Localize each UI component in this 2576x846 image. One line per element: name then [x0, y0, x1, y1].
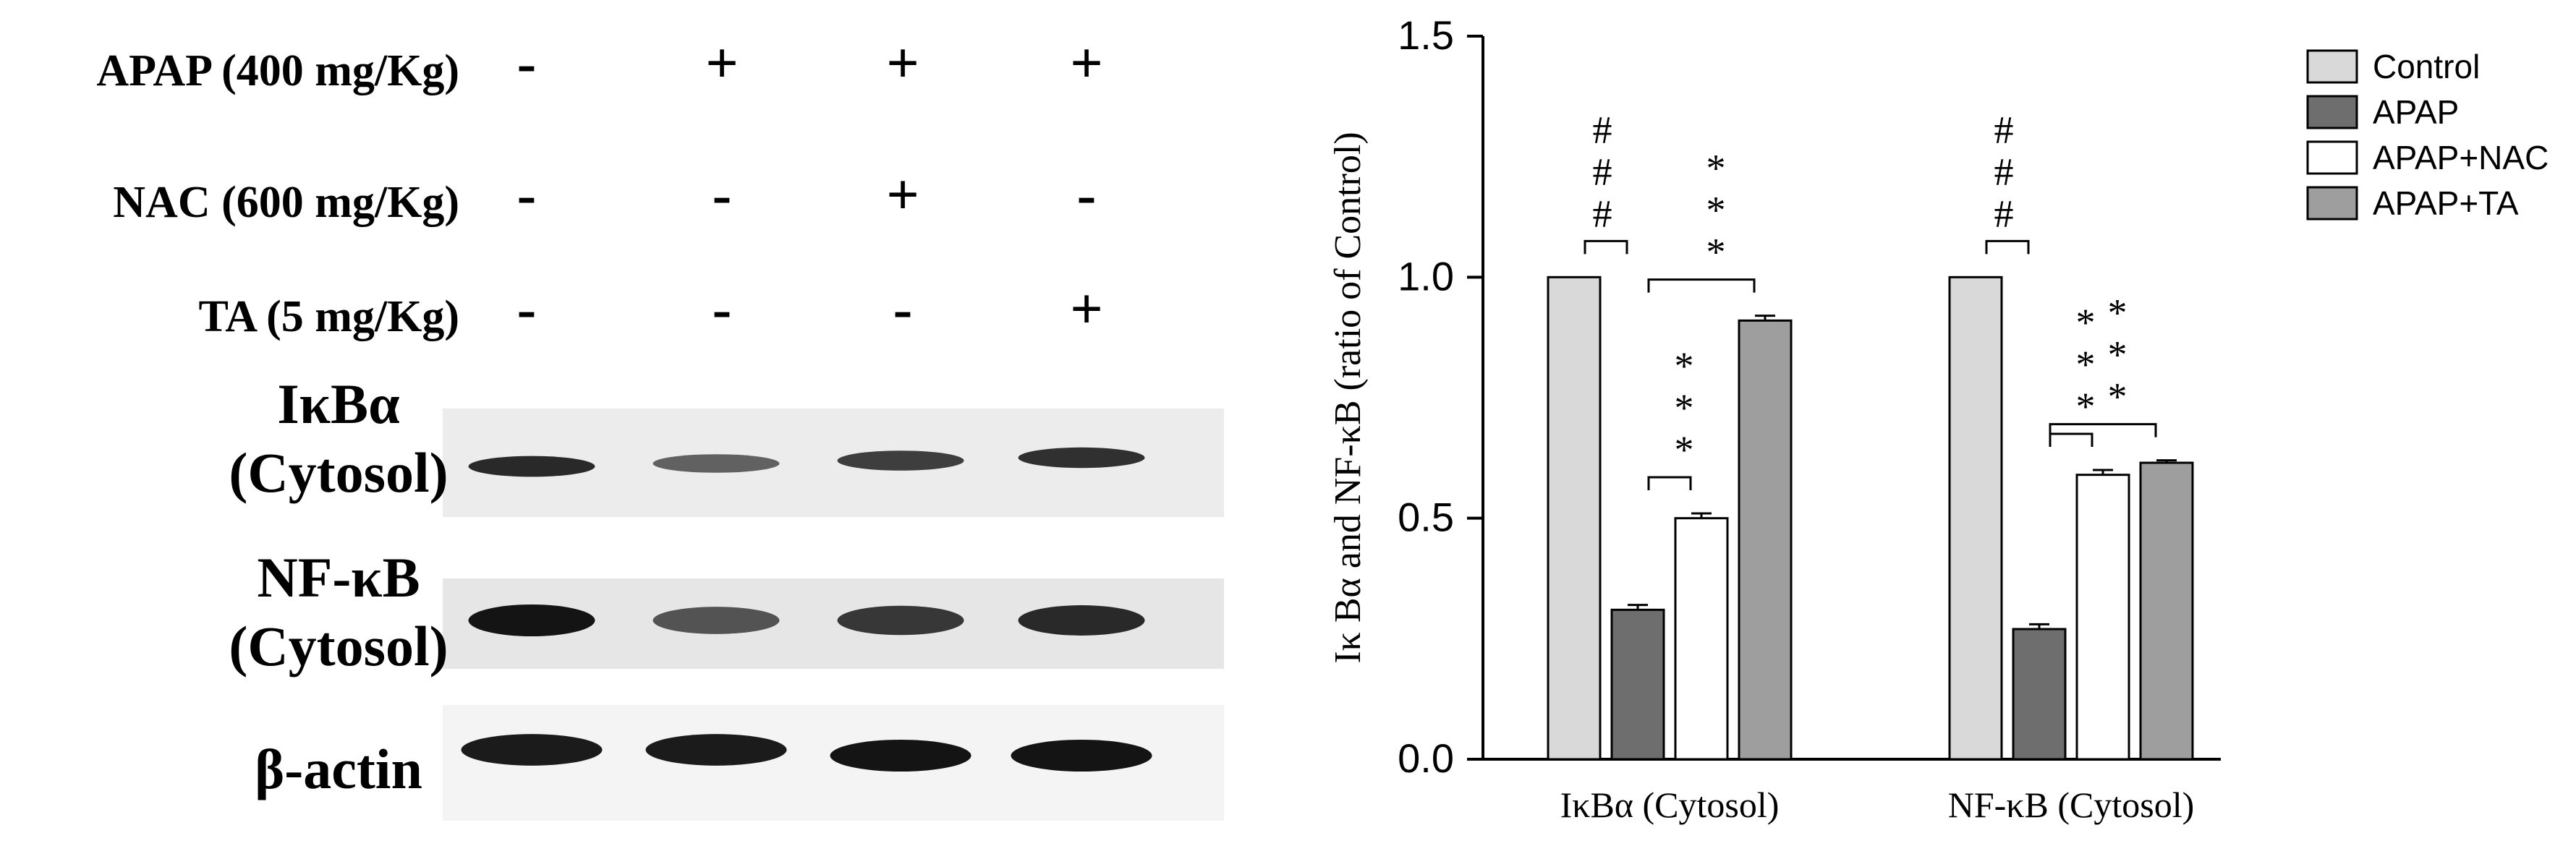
blot-label: NF-κB: [257, 546, 420, 609]
treatment-sign: +: [886, 163, 919, 227]
legend-swatch: [2306, 49, 2358, 84]
significance-mark: #: [1994, 108, 2014, 151]
legend-swatch: [2306, 95, 2358, 129]
treatment-sign: +: [886, 32, 919, 95]
significance-mark: #: [1994, 192, 2014, 235]
significance-mark: #: [1593, 108, 1612, 151]
y-tick-label: 1.0: [1398, 253, 1454, 299]
blot-band: [1018, 605, 1145, 636]
treatment-sign: -: [893, 278, 913, 341]
treatment-sign: -: [517, 163, 537, 227]
blot-band: [468, 456, 595, 477]
legend-label: APAP+TA: [2373, 184, 2519, 222]
blot-band: [837, 605, 964, 636]
significance-mark: *: [1675, 386, 1694, 430]
category-label: NF-κB (Cytosol): [1948, 785, 2195, 825]
y-tick-label: 1.5: [1398, 12, 1454, 58]
legend-swatch: [2306, 186, 2358, 221]
significance-mark: *: [2108, 291, 2127, 335]
significance-mark: #: [1593, 192, 1612, 235]
significance-bracket: [1985, 239, 2030, 255]
significance-bracket: [1647, 278, 1756, 293]
blot-band: [1011, 740, 1152, 772]
blot-band: [461, 734, 603, 766]
y-tick-label: 0.0: [1398, 735, 1454, 781]
blot-label: β-actin: [255, 738, 422, 800]
significance-mark: *: [2076, 343, 2096, 386]
bar-apap: [2012, 628, 2067, 761]
significance-mark: *: [1706, 231, 1726, 274]
treatment-sign: -: [1077, 163, 1097, 227]
y-tick-label: 0.5: [1398, 495, 1454, 540]
blot-band: [837, 450, 964, 471]
blot-label: (Cytosol): [229, 441, 448, 504]
bar-apap: [1610, 608, 1665, 761]
y-axis-label: Iκ Bα and NF-κB (ratio of Control): [1327, 132, 1369, 663]
bar-apap-ta: [1738, 319, 1793, 761]
bar-apap-nac: [2075, 474, 2130, 761]
legend-label: Control: [2373, 48, 2480, 85]
bar-control: [1547, 275, 1602, 761]
treatment-sign: +: [1070, 278, 1103, 341]
significance-mark: *: [2108, 333, 2127, 377]
significance-mark: *: [2076, 301, 2096, 344]
bar-chart: 0.0 0.5 1.0 1.5 Iκ Bα and NF-κB (ratio of Co…: [1327, 12, 2549, 825]
treatment-sign: -: [517, 278, 537, 341]
treatment-label: TA (5 mg/Kg): [199, 292, 460, 341]
blot-band: [468, 604, 595, 636]
treatment-sign: -: [713, 163, 732, 227]
legend-label: APAP: [2373, 93, 2459, 131]
blot-band: [830, 740, 972, 772]
legend-label: APAP+NAC: [2373, 139, 2549, 176]
significance-bracket: [1647, 476, 1692, 490]
bar-control: [1948, 275, 2003, 761]
significance-mark: *: [1675, 344, 1694, 388]
treatment-sign: +: [1070, 32, 1103, 95]
significance-bracket: [1584, 239, 1628, 255]
legend-swatch: [2306, 140, 2358, 175]
blot-band: [652, 454, 780, 473]
significance-bracket: [2049, 432, 2093, 447]
significance-mark: #: [1593, 150, 1612, 193]
bar-apap-ta: [2139, 461, 2194, 761]
blot-band: [652, 607, 780, 634]
treatment-sign: -: [713, 278, 732, 341]
treatment-sign: -: [517, 32, 537, 95]
treatment-label: APAP (400 mg/Kg): [96, 46, 459, 95]
treatment-label: NAC (600 mg/Kg): [113, 178, 459, 227]
significance-mark: #: [1994, 150, 2014, 193]
treatment-sign: +: [705, 32, 739, 95]
blot-band: [645, 734, 787, 766]
significance-mark: *: [1706, 189, 1726, 232]
category-label: IκBα (Cytosol): [1560, 785, 1780, 825]
western-blot-panel: APAP (400 mg/Kg) - + + + NAC (600 mg/Kg) - - + - T…: [96, 32, 1224, 821]
significance-mark: *: [2076, 385, 2096, 428]
blot-band: [1018, 447, 1145, 469]
significance-mark: *: [1706, 147, 1726, 190]
blot-label: (Cytosol): [229, 615, 448, 678]
blot-label: IκBα: [277, 372, 399, 435]
significance-bracket: [2049, 423, 2157, 437]
significance-mark: *: [1675, 428, 1694, 471]
significance-mark: *: [2108, 375, 2127, 419]
bar-apap-nac: [1674, 517, 1729, 761]
